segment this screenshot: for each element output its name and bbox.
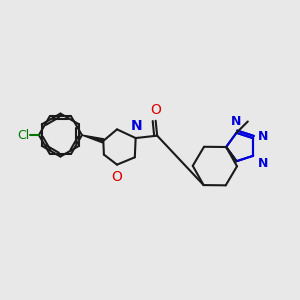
Text: O: O	[150, 103, 161, 117]
Text: N: N	[258, 157, 268, 170]
Text: N: N	[258, 130, 268, 143]
Text: Cl: Cl	[17, 129, 29, 142]
Polygon shape	[82, 135, 104, 143]
Text: N: N	[231, 115, 241, 128]
Text: O: O	[111, 170, 122, 184]
Text: N: N	[130, 119, 142, 133]
